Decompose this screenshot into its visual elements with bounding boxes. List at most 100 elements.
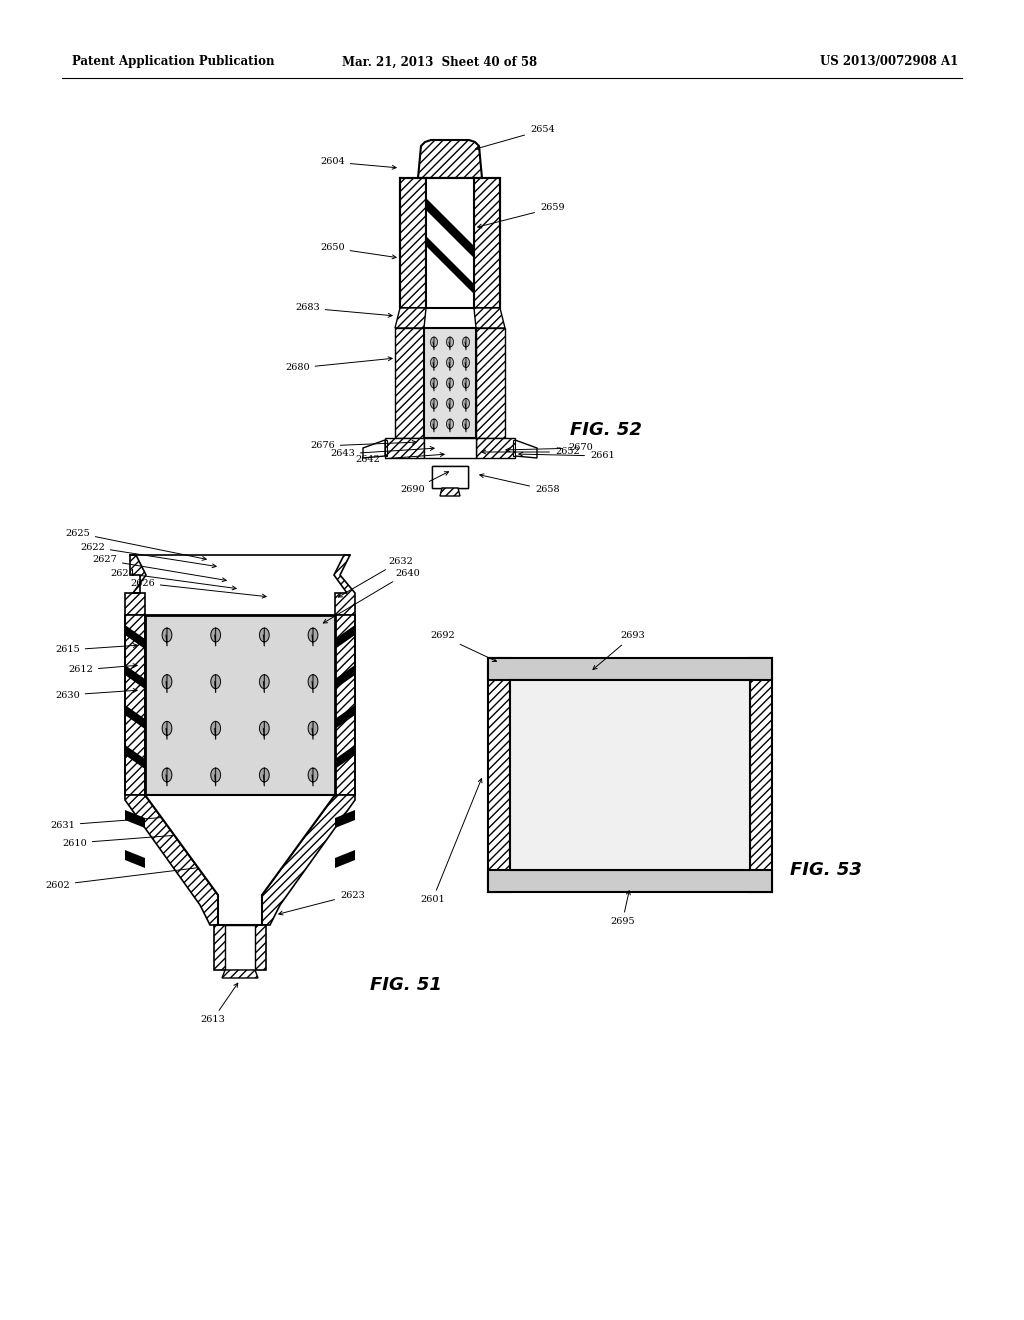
Bar <box>424 438 476 458</box>
Polygon shape <box>750 657 772 892</box>
Polygon shape <box>474 268 500 292</box>
Polygon shape <box>463 358 469 371</box>
Polygon shape <box>259 628 269 645</box>
Polygon shape <box>259 721 269 739</box>
Text: 2622: 2622 <box>80 543 216 568</box>
Polygon shape <box>145 795 335 925</box>
Polygon shape <box>362 440 385 458</box>
Text: 2604: 2604 <box>319 157 396 169</box>
Polygon shape <box>426 198 474 257</box>
Polygon shape <box>125 554 146 615</box>
Text: 2601: 2601 <box>420 779 482 904</box>
Polygon shape <box>418 140 482 178</box>
Text: 2640: 2640 <box>324 569 420 623</box>
Polygon shape <box>513 440 515 455</box>
Text: Patent Application Publication: Patent Application Publication <box>72 55 274 69</box>
Text: 2627: 2627 <box>92 556 226 582</box>
Polygon shape <box>125 810 145 828</box>
Polygon shape <box>335 810 355 828</box>
Bar <box>214 925 266 970</box>
Polygon shape <box>463 378 469 391</box>
Polygon shape <box>430 337 437 350</box>
Polygon shape <box>335 850 355 869</box>
Polygon shape <box>335 665 355 689</box>
Polygon shape <box>125 705 145 729</box>
Polygon shape <box>395 327 424 438</box>
Polygon shape <box>335 705 355 729</box>
Polygon shape <box>308 628 317 645</box>
Polygon shape <box>430 418 437 432</box>
Text: 2680: 2680 <box>285 356 392 372</box>
Polygon shape <box>400 178 426 308</box>
Text: 2643: 2643 <box>330 446 434 458</box>
Bar <box>145 615 335 795</box>
Polygon shape <box>446 378 454 391</box>
Polygon shape <box>430 399 437 412</box>
Polygon shape <box>446 358 454 371</box>
Polygon shape <box>446 399 454 412</box>
Polygon shape <box>335 615 355 795</box>
Polygon shape <box>463 418 469 432</box>
Text: 2624: 2624 <box>110 569 237 590</box>
Bar <box>510 680 750 870</box>
Text: 2659: 2659 <box>478 203 564 228</box>
Polygon shape <box>395 308 426 327</box>
Polygon shape <box>125 665 145 689</box>
Text: 2692: 2692 <box>430 631 497 661</box>
Text: 2670: 2670 <box>506 444 593 453</box>
Polygon shape <box>463 337 469 350</box>
Polygon shape <box>259 768 269 785</box>
Text: US 2013/0072908 A1: US 2013/0072908 A1 <box>820 55 958 69</box>
Polygon shape <box>400 228 426 252</box>
Text: 2626: 2626 <box>130 578 266 598</box>
Text: 2623: 2623 <box>279 891 365 915</box>
Bar <box>432 466 468 488</box>
Text: 2630: 2630 <box>55 689 137 700</box>
Bar <box>432 466 468 488</box>
Polygon shape <box>211 628 220 645</box>
Polygon shape <box>211 675 220 693</box>
Polygon shape <box>400 268 426 292</box>
Polygon shape <box>430 378 437 391</box>
Polygon shape <box>211 768 220 785</box>
Text: FIG. 52: FIG. 52 <box>570 421 642 440</box>
Polygon shape <box>474 228 500 252</box>
Polygon shape <box>125 744 145 770</box>
Text: 2695: 2695 <box>610 891 635 927</box>
Polygon shape <box>262 795 355 925</box>
Polygon shape <box>162 628 172 645</box>
Polygon shape <box>474 308 505 327</box>
Bar <box>488 870 772 892</box>
Polygon shape <box>488 657 510 892</box>
Polygon shape <box>125 795 218 925</box>
Polygon shape <box>476 327 505 438</box>
Polygon shape <box>463 399 469 412</box>
Polygon shape <box>474 178 500 308</box>
Polygon shape <box>515 440 537 458</box>
Text: 2652: 2652 <box>482 447 580 457</box>
Bar <box>488 657 772 680</box>
Polygon shape <box>162 721 172 739</box>
Polygon shape <box>162 768 172 785</box>
Polygon shape <box>385 438 424 458</box>
Text: 2654: 2654 <box>476 125 555 149</box>
Polygon shape <box>440 488 460 496</box>
Polygon shape <box>430 358 437 371</box>
Polygon shape <box>125 850 145 869</box>
Polygon shape <box>385 440 387 455</box>
Polygon shape <box>400 187 426 213</box>
Polygon shape <box>308 768 317 785</box>
Text: 2683: 2683 <box>295 304 392 317</box>
Polygon shape <box>474 187 500 213</box>
Polygon shape <box>308 721 317 739</box>
Text: 2642: 2642 <box>355 453 444 465</box>
Polygon shape <box>334 554 355 615</box>
Bar <box>424 327 476 438</box>
Text: FIG. 51: FIG. 51 <box>370 975 442 994</box>
Bar <box>426 178 474 308</box>
Polygon shape <box>335 744 355 770</box>
Polygon shape <box>446 337 454 350</box>
Text: 2693: 2693 <box>593 631 645 669</box>
Polygon shape <box>426 236 474 294</box>
Polygon shape <box>125 624 145 649</box>
